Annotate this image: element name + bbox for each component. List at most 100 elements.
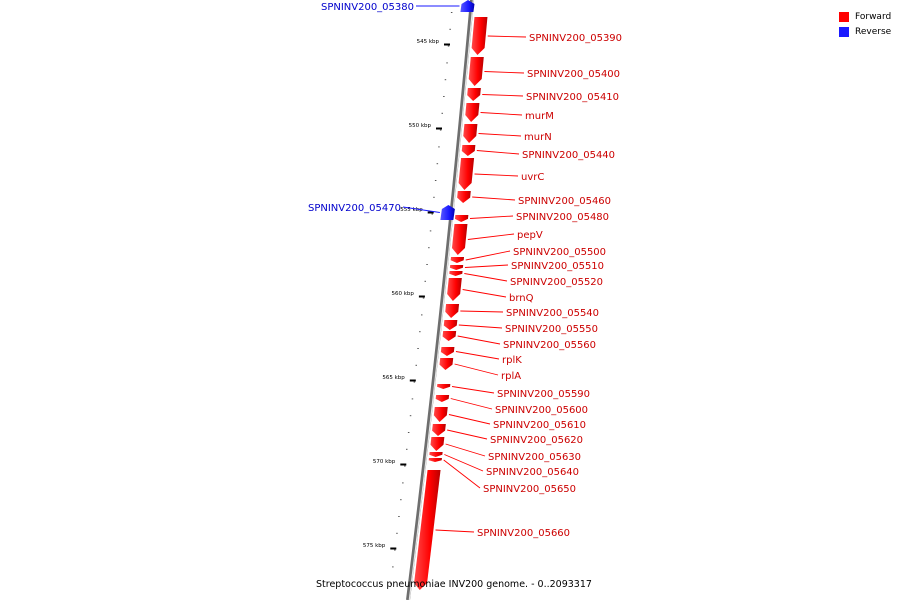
gene-forward-SPNINV200_05600: [435, 395, 450, 402]
legend: Forward Reverse: [839, 9, 891, 39]
label-leader: [448, 414, 491, 425]
minor-tick: [450, 12, 453, 13]
major-tick: [400, 463, 407, 466]
forward-swatch: [839, 11, 849, 22]
gene-label: SPNINV200_05590: [497, 389, 590, 400]
major-tick: [409, 379, 416, 382]
major-tick: [418, 295, 425, 298]
gene-forward-SPNINV200_05550: [443, 320, 458, 330]
gene-label: SPNINV200_05460: [518, 196, 611, 207]
gene-label: SPNINV200_05410: [526, 92, 619, 103]
tick-label: 565 kbp: [382, 375, 405, 381]
gene-forward-rplK: [440, 347, 455, 356]
label-leader: [460, 310, 504, 313]
label-leader: [443, 459, 481, 489]
major-tick: [444, 43, 450, 46]
label-leader: [451, 386, 495, 394]
label-leader: [476, 150, 520, 155]
minor-tick: [419, 331, 421, 333]
minor-tick: [441, 112, 443, 114]
tick-label: 550 kbp: [409, 123, 432, 129]
gene-forward-SPNINV200_05610: [433, 407, 448, 422]
label-leader: [464, 264, 509, 268]
major-tick: [427, 211, 434, 214]
minor-tick: [438, 146, 440, 148]
minor-tick: [400, 499, 402, 501]
gene-forward-murM: [465, 103, 480, 122]
gene-label: SPNINV200_05550: [505, 324, 598, 335]
gene-forward-SPNINV200_05650: [428, 458, 442, 462]
gene-forward-SPNINV200_05390: [471, 17, 488, 55]
legend-reverse-label: Reverse: [855, 26, 892, 37]
minor-tick: [433, 196, 435, 198]
minor-tick: [409, 415, 412, 417]
minor-tick: [396, 532, 398, 534]
minor-tick: [404, 465, 406, 467]
gene-forward-SPNINV200_05500: [450, 257, 465, 263]
label-leader: [447, 429, 488, 440]
label-leader: [455, 351, 500, 360]
gene-label: rplA: [501, 371, 521, 382]
minor-tick: [394, 549, 396, 551]
gene-forward-SPNINV200_05660: [414, 470, 441, 590]
gene-forward-SPNINV200_05560: [442, 331, 457, 341]
label-leader: [480, 112, 523, 116]
gene-label: SPNINV200_05540: [506, 308, 599, 319]
tick-label: 555 kbp: [400, 207, 423, 213]
label-leader: [464, 273, 508, 282]
label-leader: [445, 443, 486, 457]
gene-label: SPNINV200_05650: [483, 484, 576, 495]
minor-tick: [443, 96, 445, 97]
gene-label: SPNINV200_05510: [511, 261, 604, 272]
gene-forward-SPNINV200_05440: [461, 145, 476, 156]
gene-forward-SPNINV200_05510: [449, 265, 464, 270]
minor-tick: [413, 381, 416, 383]
label-leader: [472, 196, 516, 201]
label-leader: [478, 133, 522, 137]
legend-forward-label: Forward: [855, 11, 892, 22]
minor-tick: [449, 28, 451, 30]
tick-label: 545 kbp: [417, 39, 440, 45]
gene-label: SPNINV200_05610: [493, 420, 586, 431]
gene-reverse-SPNINV200_05470: [440, 205, 455, 220]
minor-tick: [407, 432, 410, 433]
minor-tick: [392, 566, 394, 568]
gene-label: SPNINV200_05470: [308, 203, 401, 214]
minor-tick: [434, 180, 437, 181]
major-tick: [390, 547, 397, 550]
label-leader: [482, 94, 524, 97]
minor-tick: [447, 45, 450, 47]
label-leader: [474, 173, 519, 177]
minor-tick: [417, 348, 419, 349]
gene-forward-SPNINV200_05630: [430, 437, 445, 451]
gene-label: murM: [525, 111, 554, 122]
gene-forward-pepV: [451, 224, 468, 255]
gene-label: rplK: [502, 355, 522, 366]
label-leader: [469, 215, 514, 219]
gene-forward-SPNINV200_05460: [457, 191, 471, 203]
minor-tick: [390, 583, 392, 585]
gene-label: SPNINV200_05440: [522, 150, 615, 161]
gene-label: SPNINV200_05640: [486, 467, 579, 478]
gene-label: murN: [524, 132, 552, 143]
gene-label: SPNINV200_05400: [527, 69, 620, 80]
minor-tick: [424, 280, 426, 282]
minor-tick: [398, 516, 400, 517]
gene-label: SPNINV200_05620: [490, 435, 583, 446]
label-leader: [435, 529, 475, 533]
label-leader: [465, 250, 511, 261]
gene-forward-SPNINV200_05590: [437, 384, 451, 389]
gene-forward-SPNINV200_05520: [449, 271, 463, 276]
minor-tick: [439, 129, 442, 131]
minor-tick: [402, 482, 404, 484]
backbone: [406, 0, 474, 600]
gene-forward-SPNINV200_05480: [454, 215, 469, 222]
label-leader: [467, 233, 515, 240]
minor-tick: [428, 247, 430, 249]
gene-reverse-SPNINV200_05380: [460, 0, 475, 12]
tick-label: 560 kbp: [391, 291, 414, 297]
gene-label: SPNINV200_05480: [516, 212, 609, 223]
gene-forward-SPNINV200_05640: [429, 452, 443, 457]
